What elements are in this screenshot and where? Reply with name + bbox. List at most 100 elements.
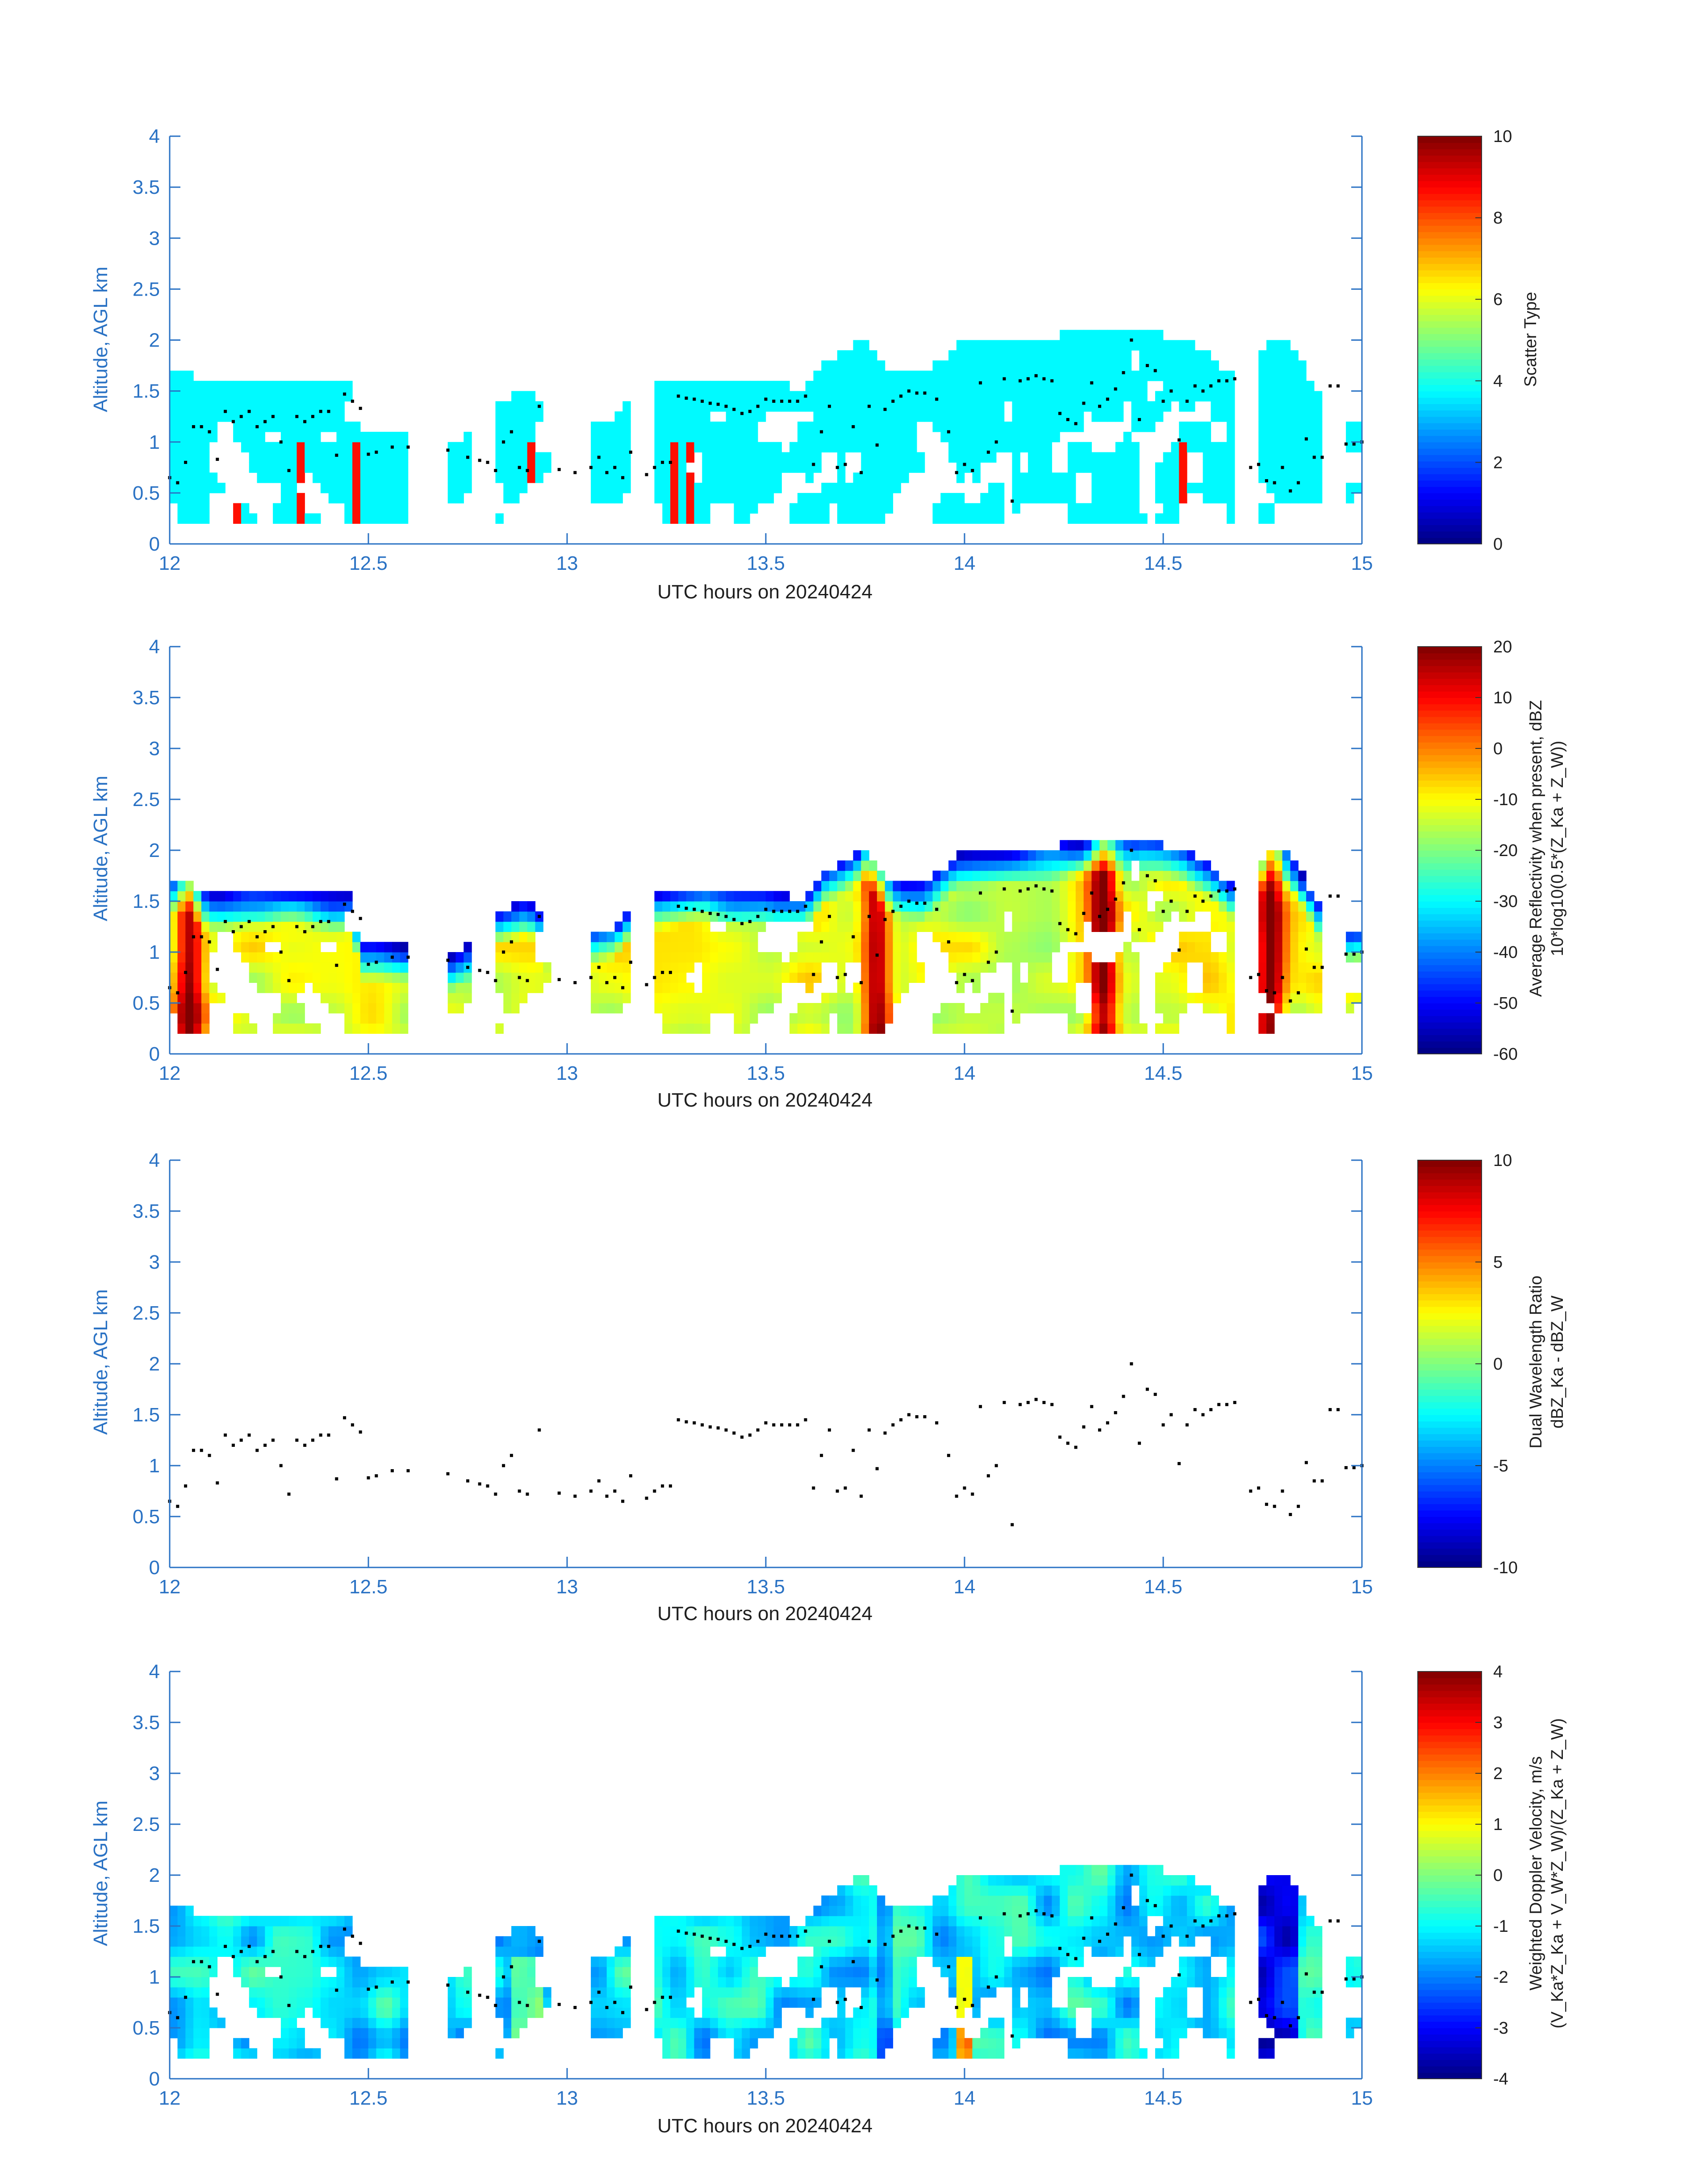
- heat-cell: [344, 1023, 353, 1034]
- heat-cell: [710, 2007, 718, 2018]
- heat-cell: [869, 370, 877, 381]
- heat-cell: [1044, 972, 1052, 983]
- heat-cell: [821, 442, 830, 453]
- heat-cell: [853, 952, 861, 963]
- heat-cell: [1044, 472, 1052, 483]
- heat-cell: [765, 380, 774, 392]
- heat-cell: [1020, 472, 1028, 483]
- heat-cell: [948, 1023, 957, 1034]
- heat-cell: [845, 1956, 854, 1967]
- heat-cell: [909, 952, 917, 963]
- cloud-base-dot: [184, 971, 188, 974]
- heat-cell: [1219, 921, 1227, 932]
- heat-cell: [662, 932, 671, 942]
- heat-cell: [455, 1997, 464, 2008]
- heat-cell: [296, 1946, 305, 1957]
- colorbar-tick-label: 2: [1493, 453, 1503, 472]
- heat-cell: [901, 1977, 909, 1988]
- heat-cell: [694, 2048, 702, 2059]
- heat-cell: [1012, 901, 1020, 912]
- colorbar-swatch: [1418, 1003, 1482, 1010]
- cloud-base-dot: [661, 460, 664, 464]
- colorbar-swatch: [1418, 1510, 1482, 1517]
- heat-cell: [384, 513, 393, 524]
- heat-cell: [257, 932, 265, 942]
- heat-cell: [853, 2028, 861, 2039]
- heat-cell: [1060, 982, 1068, 993]
- heat-cell: [305, 391, 313, 402]
- heat-cell: [885, 1997, 894, 2008]
- heat-cell: [813, 1997, 822, 2008]
- cloud-base-dot: [263, 930, 267, 933]
- heat-cell: [837, 1967, 846, 1977]
- heat-cell: [1203, 472, 1211, 483]
- heat-cell: [447, 442, 456, 453]
- heat-cell: [901, 901, 909, 912]
- heat-cell: [980, 952, 989, 963]
- heat-cell: [821, 493, 830, 504]
- heat-cell: [940, 411, 949, 422]
- cloud-base-dot: [1281, 1489, 1284, 1493]
- colorbar-swatch: [1418, 735, 1482, 743]
- heat-cell: [313, 1967, 321, 1977]
- heat-cell: [972, 1905, 981, 1916]
- heat-cell: [1123, 380, 1132, 392]
- heat-cell: [296, 391, 305, 402]
- colorbar-swatch: [1418, 168, 1482, 175]
- heat-cell: [885, 2007, 894, 2018]
- heat-cell: [1131, 472, 1140, 483]
- heat-cell: [948, 860, 957, 871]
- cloud-base-dot: [891, 399, 895, 403]
- heat-cell: [980, 1905, 989, 1916]
- heat-cell: [1052, 982, 1060, 993]
- heat-cell: [996, 370, 1005, 381]
- heat-cell: [233, 431, 242, 443]
- colorbar-swatch: [1418, 257, 1482, 264]
- heat-cell: [201, 1946, 210, 1957]
- heat-cell: [1036, 1956, 1044, 1967]
- heat-cell: [1004, 850, 1013, 861]
- heat-cell: [296, 1013, 305, 1024]
- heat-cell: [1028, 340, 1036, 351]
- heat-cell: [988, 911, 997, 922]
- heat-cell: [1266, 952, 1275, 963]
- heat-cell: [742, 2038, 750, 2049]
- heat-cell: [1290, 870, 1299, 881]
- cloud-base-dot: [319, 920, 322, 923]
- cloud-base-dot: [629, 1474, 632, 1478]
- y-tick-label: 3.5: [133, 176, 160, 198]
- heat-cell: [519, 462, 528, 473]
- heat-cell: [1091, 483, 1100, 493]
- heat-cell: [1091, 2038, 1100, 2049]
- heat-cell: [400, 962, 409, 973]
- cloud-base-dot: [589, 466, 593, 469]
- heat-cell: [305, 1977, 313, 1988]
- heat-cell: [503, 1987, 512, 1998]
- heat-cell: [1091, 472, 1100, 483]
- heat-cell: [909, 1926, 917, 1937]
- heat-cell: [901, 411, 909, 422]
- heat-cell: [829, 370, 838, 381]
- heat-cell: [328, 483, 337, 493]
- heat-cell: [344, 942, 353, 953]
- heat-cell: [464, 442, 472, 453]
- heat-cell: [233, 911, 242, 922]
- cloud-base-dot: [971, 469, 974, 472]
- heat-cell: [225, 1926, 234, 1937]
- cloud-base-dot: [1201, 899, 1205, 903]
- heat-cell: [249, 1956, 258, 1967]
- colorbar-swatch: [1418, 448, 1482, 455]
- heat-cell: [1004, 422, 1013, 432]
- heat-cell: [1052, 350, 1060, 361]
- heat-cell: [241, 401, 250, 412]
- heat-cell: [368, 962, 377, 973]
- heat-cell: [384, 483, 393, 493]
- heat-cell: [702, 952, 710, 963]
- heat-cell: [932, 391, 941, 402]
- heat-cell: [1091, 1003, 1100, 1014]
- heat-cell: [368, 462, 377, 473]
- heat-cell: [956, 442, 965, 453]
- heat-cell: [670, 513, 679, 524]
- heat-cell: [280, 932, 289, 942]
